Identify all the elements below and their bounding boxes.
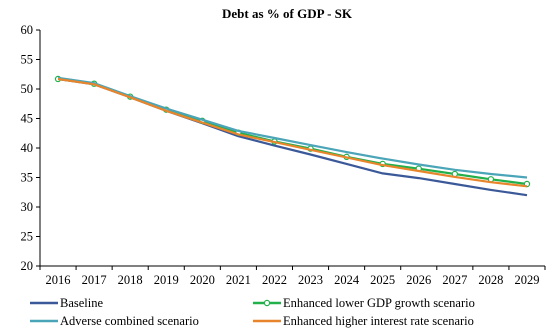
x-tick-label: 2029 xyxy=(514,273,539,287)
y-tick-label: 50 xyxy=(21,82,34,96)
y-tick-label: 30 xyxy=(21,200,34,214)
y-tick-label: 55 xyxy=(21,53,34,67)
x-tick-label: 2018 xyxy=(118,273,143,287)
legend-marker xyxy=(263,299,271,307)
y-tick-label: 60 xyxy=(21,23,34,37)
x-tick-label: 2025 xyxy=(370,273,395,287)
x-tick-label: 2020 xyxy=(190,273,215,287)
series-line-4 xyxy=(57,77,528,188)
x-tick-label: 2021 xyxy=(226,273,251,287)
x-tick-label: 2027 xyxy=(442,273,467,287)
x-tick-label: 2024 xyxy=(334,273,360,287)
y-tick-label: 45 xyxy=(21,112,34,126)
series-line-3 xyxy=(57,76,528,179)
legend-label: Enhanced higher interest rate scenario xyxy=(283,314,474,328)
y-tick-label: 35 xyxy=(21,171,34,185)
y-tick-label: 25 xyxy=(21,230,34,244)
x-tick-label: 2022 xyxy=(262,273,287,287)
y-tick-label: 20 xyxy=(21,259,34,273)
legend: Baseline Enhanced lower GDP growth scenar… xyxy=(30,296,475,328)
chart-title: Debt as % of GDP - SK xyxy=(222,6,353,21)
x-tick-label: 2026 xyxy=(406,273,431,287)
x-tick-label: 2028 xyxy=(478,273,503,287)
series-layer xyxy=(54,75,531,197)
legend-label: Enhanced lower GDP growth scenario xyxy=(283,296,475,310)
legend-label: Adverse combined scenario xyxy=(60,314,199,328)
x-tick-label: 2019 xyxy=(154,273,179,287)
legend-label: Baseline xyxy=(60,296,103,310)
y-tick-label: 40 xyxy=(21,141,34,155)
x-tick-label: 2016 xyxy=(46,273,71,287)
x-tick-label: 2023 xyxy=(298,273,323,287)
x-tick-label: 2017 xyxy=(82,273,107,287)
